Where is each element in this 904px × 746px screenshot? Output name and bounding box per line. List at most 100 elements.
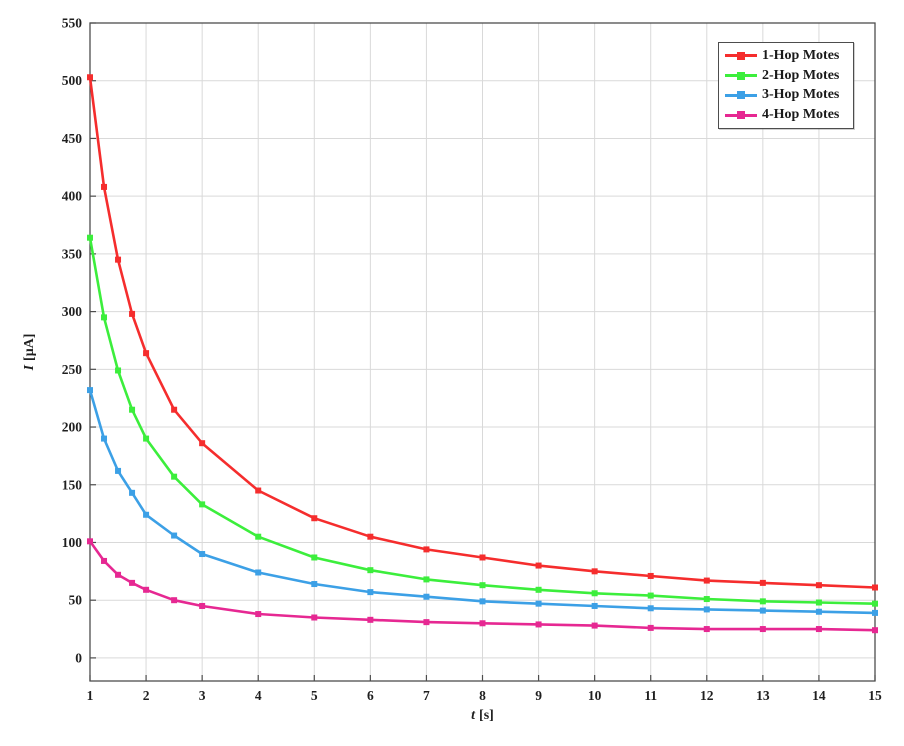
data-point-marker xyxy=(171,532,178,539)
x-axis-label: t [s] xyxy=(90,708,875,724)
data-point-marker xyxy=(703,596,710,603)
data-point-marker xyxy=(171,473,178,480)
data-point-marker xyxy=(311,614,318,621)
legend-marker-icon xyxy=(737,51,745,60)
data-point-marker xyxy=(479,582,486,589)
data-point-marker xyxy=(591,568,598,575)
data-point-marker xyxy=(872,609,878,616)
data-point-marker xyxy=(87,387,93,394)
data-point-marker xyxy=(199,602,206,609)
legend-item-3-hop: 3-Hop Motes xyxy=(725,86,847,105)
legend-label-2-hop: 2-Hop Motes xyxy=(762,67,840,83)
data-point-marker xyxy=(87,234,93,241)
y-tick-label: 300 xyxy=(62,304,83,319)
y-tick-label: 50 xyxy=(69,593,83,608)
data-point-marker xyxy=(423,576,430,583)
x-tick-label: 9 xyxy=(535,688,542,703)
data-point-marker xyxy=(872,584,878,591)
legend: 1-Hop Motes 2-Hop Motes 3-Hop Motes 4-Ho… xyxy=(718,42,854,129)
data-point-marker xyxy=(143,435,150,442)
y-axis-label: I [μA] xyxy=(22,334,38,371)
x-tick-label: 2 xyxy=(143,688,150,703)
data-point-marker xyxy=(115,367,122,374)
data-point-marker xyxy=(115,256,122,263)
data-point-marker xyxy=(199,551,206,558)
x-tick-label: 12 xyxy=(700,688,714,703)
data-point-marker xyxy=(647,572,654,579)
data-point-marker xyxy=(367,533,374,540)
data-point-marker xyxy=(423,546,430,553)
data-point-marker xyxy=(815,599,822,606)
data-point-marker xyxy=(129,310,136,317)
data-point-marker xyxy=(115,571,122,578)
data-point-marker xyxy=(143,586,150,593)
x-tick-label: 10 xyxy=(588,688,602,703)
data-point-marker xyxy=(815,608,822,615)
data-point-marker xyxy=(647,624,654,631)
data-point-marker xyxy=(171,597,178,604)
x-tick-label: 13 xyxy=(756,688,770,703)
data-point-marker xyxy=(311,554,318,561)
y-tick-label: 200 xyxy=(62,420,83,435)
data-point-marker xyxy=(759,626,766,633)
y-tick-label: 450 xyxy=(62,131,83,146)
data-point-marker xyxy=(199,440,206,447)
y-tick-label: 550 xyxy=(62,16,83,31)
legend-label-1-hop: 1-Hop Motes xyxy=(762,47,840,63)
data-point-marker xyxy=(129,489,136,496)
legend-item-2-hop: 2-Hop Motes xyxy=(725,66,847,85)
data-point-marker xyxy=(591,602,598,609)
legend-line-sample-2-hop xyxy=(725,71,757,80)
legend-label-3-hop: 3-Hop Motes xyxy=(762,87,840,103)
data-point-marker xyxy=(703,577,710,584)
x-tick-label: 5 xyxy=(311,688,318,703)
data-point-marker xyxy=(255,533,262,540)
legend-marker-icon xyxy=(737,111,745,120)
legend-line-sample-4-hop xyxy=(725,111,757,120)
x-tick-label: 3 xyxy=(199,688,206,703)
legend-line-sample-3-hop xyxy=(725,91,757,100)
data-point-marker xyxy=(255,569,262,576)
data-point-marker xyxy=(759,607,766,614)
y-tick-label: 250 xyxy=(62,362,83,377)
legend-label-4-hop: 4-Hop Motes xyxy=(762,107,840,123)
x-tick-label: 11 xyxy=(644,688,657,703)
data-point-marker xyxy=(647,605,654,612)
data-point-marker xyxy=(423,593,430,600)
x-axis-label-unit: [s] xyxy=(479,708,494,723)
data-point-marker xyxy=(647,592,654,599)
data-point-marker xyxy=(143,511,150,518)
data-point-marker xyxy=(143,350,150,357)
data-point-marker xyxy=(759,579,766,586)
y-axis-label-symbol: I xyxy=(22,364,37,371)
data-point-marker xyxy=(703,606,710,613)
x-tick-label: 8 xyxy=(479,688,486,703)
data-point-marker xyxy=(479,554,486,561)
data-point-marker xyxy=(101,183,108,190)
data-point-marker xyxy=(367,589,374,596)
legend-marker-icon xyxy=(737,71,745,80)
data-point-marker xyxy=(423,619,430,626)
data-point-marker xyxy=(101,557,108,564)
data-point-marker xyxy=(115,467,122,474)
data-point-marker xyxy=(535,621,542,628)
data-point-marker xyxy=(367,616,374,623)
x-tick-label: 6 xyxy=(367,688,374,703)
legend-marker-icon xyxy=(737,91,745,100)
data-point-marker xyxy=(87,538,93,545)
data-point-marker xyxy=(311,515,318,522)
data-point-marker xyxy=(101,435,108,442)
data-point-marker xyxy=(479,598,486,605)
data-point-marker xyxy=(101,314,108,321)
data-point-marker xyxy=(367,567,374,574)
y-tick-label: 100 xyxy=(62,535,83,550)
data-point-marker xyxy=(311,581,318,588)
x-tick-label: 7 xyxy=(423,688,430,703)
data-point-marker xyxy=(255,611,262,618)
data-point-marker xyxy=(872,600,878,607)
data-point-marker xyxy=(535,562,542,569)
legend-line-sample-1-hop xyxy=(725,51,757,60)
y-tick-label: 500 xyxy=(62,73,83,88)
